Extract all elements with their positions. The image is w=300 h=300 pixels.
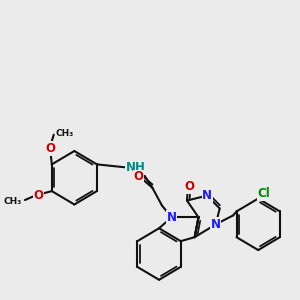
Text: N: N: [211, 218, 221, 231]
Text: CH₃: CH₃: [56, 129, 74, 138]
Text: N: N: [202, 189, 212, 202]
Text: O: O: [185, 180, 195, 193]
Text: N: N: [167, 211, 177, 224]
Text: O: O: [134, 170, 144, 183]
Text: O: O: [33, 189, 43, 202]
Text: CH₃: CH₃: [4, 196, 22, 206]
Text: O: O: [45, 142, 55, 155]
Text: NH: NH: [126, 161, 146, 174]
Text: Cl: Cl: [258, 187, 270, 200]
